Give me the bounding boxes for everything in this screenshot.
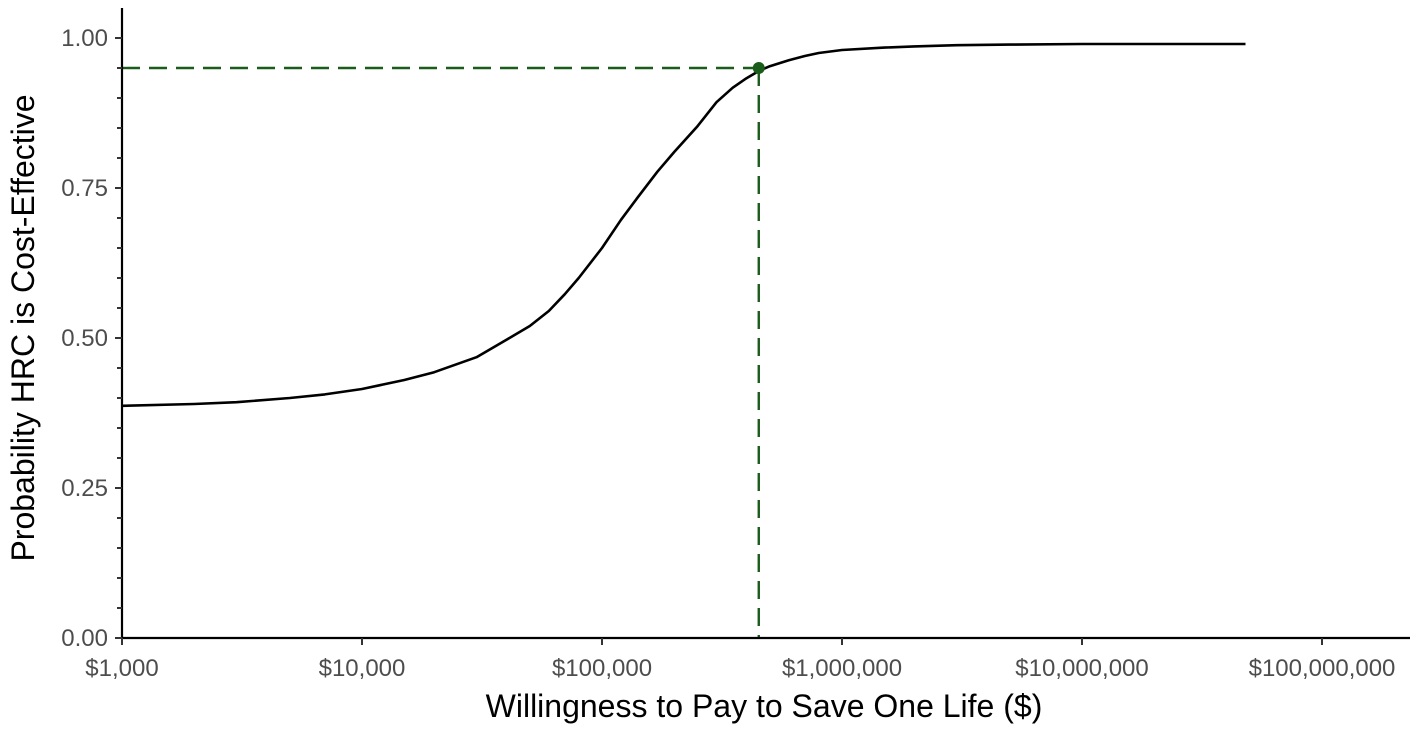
plot-area [121, 42, 1246, 638]
threshold-point [752, 62, 765, 74]
x-tick-label: $100,000,000 [1249, 655, 1396, 682]
x-tick-label: $10,000,000 [1015, 655, 1148, 682]
y-axis-ticks: 0.00 0.25 0.50 0.75 1.00 [61, 25, 122, 652]
y-axis-title: Probability HRC is Cost-Effective [5, 94, 41, 561]
y-tick-label: 0.75 [61, 175, 108, 202]
y-tick-label: 1.00 [61, 25, 108, 52]
y-tick-label: 0.50 [61, 325, 108, 352]
acceptability-curve [121, 42, 1246, 408]
axes: $1,000 $10,000 $100,000 $1,000,000 $10,000,0… [61, 8, 1410, 682]
x-tick-label: $1,000 [85, 655, 158, 682]
x-tick-label: $100,000 [552, 655, 652, 682]
x-tick-label: $1,000,000 [782, 655, 902, 682]
y-tick-label: 0.25 [61, 475, 108, 502]
y-tick-label: 0.00 [61, 625, 108, 652]
x-axis-title: Willingness to Pay to Save One Life ($) [486, 688, 1043, 724]
x-tick-label: $10,000 [319, 655, 406, 682]
x-axis-ticks: $1,000 $10,000 $100,000 $1,000,000 $10,000,0… [85, 638, 1395, 682]
